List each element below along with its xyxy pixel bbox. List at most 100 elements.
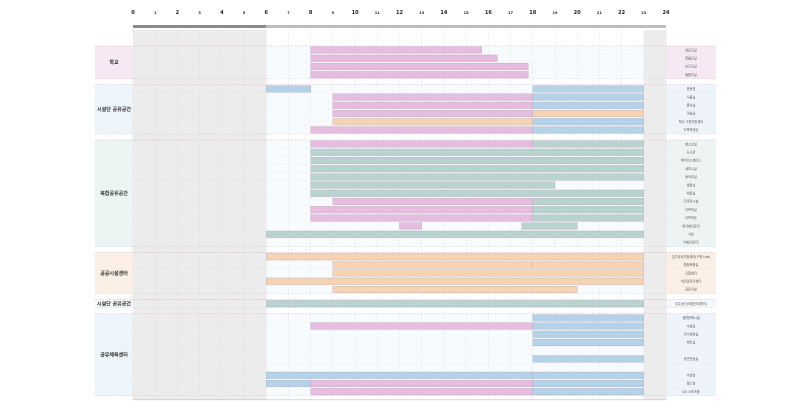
schedule-bar	[532, 355, 644, 363]
schedule-bar	[310, 165, 644, 173]
schedule-bar	[532, 214, 644, 222]
schedule-bar	[310, 148, 644, 156]
row-label: 식물실	[687, 94, 696, 99]
tick-label: 1	[154, 11, 157, 15]
row-label: 북카페라운지	[682, 223, 700, 228]
tick-label: 13	[419, 11, 425, 15]
tick-label: 8	[309, 10, 313, 16]
tick-label: 12	[396, 10, 403, 16]
schedule-bar	[332, 118, 533, 126]
row-label: 다함센터	[685, 270, 697, 275]
row-label: 생활문화시설	[682, 315, 700, 320]
group-label-column-right	[666, 299, 716, 308]
schedule-bar	[532, 85, 644, 93]
group-label: 시설단 공유공간	[97, 106, 131, 113]
row-label: 임주공공지원센터(구청 Lab)	[672, 254, 711, 259]
tick-label: 4	[220, 10, 224, 16]
schedule-bar	[332, 110, 533, 117]
row-label: 체육실	[687, 191, 696, 196]
schedule-bar	[532, 140, 644, 148]
row-label: 학교 구청지원센터	[679, 119, 704, 124]
row-label: 운동장	[687, 86, 696, 91]
tick-label: 15	[464, 11, 470, 15]
bars-layer	[266, 46, 644, 396]
row-label: 동아리실	[685, 174, 697, 179]
tick-label: 6	[265, 10, 269, 16]
schedule-bar	[266, 277, 644, 285]
schedule-bar	[521, 222, 578, 230]
schedule-bar	[532, 314, 644, 322]
schedule-bar	[532, 101, 644, 109]
schedule-bar	[310, 322, 533, 330]
shade-late-night	[643, 30, 666, 400]
group-background	[95, 299, 133, 308]
row-label: 다목적홀	[685, 215, 697, 220]
row-label: 돌봄교실	[685, 72, 697, 77]
schedule-bar	[332, 269, 644, 277]
schedule-bar	[532, 380, 644, 387]
schedule-bar	[310, 206, 533, 214]
schedule-bar	[332, 198, 533, 205]
schedule-bar	[532, 126, 644, 134]
grid-layer	[95, 30, 716, 400]
row-label: 수영장	[687, 373, 696, 378]
row-label: 건식체육실	[684, 332, 699, 337]
row-label: 다목적강당	[684, 127, 699, 132]
schedule-bar	[332, 93, 533, 101]
row-label: 다목적실	[685, 207, 697, 212]
row-label: 청소년실	[685, 141, 697, 146]
group-label: 시설단 공유공간	[97, 301, 131, 308]
group-label: 학교	[109, 59, 119, 66]
schedule-bar	[532, 330, 644, 338]
schedule-bar	[310, 63, 529, 70]
schedule-bar	[266, 230, 644, 238]
schedule-bar	[399, 222, 422, 230]
tick-label: 16	[485, 10, 492, 16]
row-label: 다목적시설	[684, 199, 699, 204]
group-label: 복합공유공간	[100, 190, 128, 197]
row-label: GX 스포츠룸	[682, 389, 699, 394]
row-label: 생활실	[687, 182, 696, 187]
schedule-bar	[310, 189, 644, 197]
schedule-bar	[310, 157, 644, 164]
schedule-bar	[532, 198, 644, 205]
schedule-bar	[310, 71, 529, 79]
schedule-bar	[310, 214, 533, 222]
schedule-bar	[532, 339, 644, 346]
row-label: 미술실	[687, 111, 696, 116]
schedule-bar	[310, 140, 533, 148]
shade-early-morning	[133, 30, 267, 400]
tick-label: 11	[375, 11, 381, 15]
schedule-bar	[266, 371, 533, 379]
row-label: 임주공간(마을관리협의)	[675, 301, 707, 306]
axis-bar-light	[266, 25, 666, 28]
tick-label: 5	[243, 11, 246, 15]
schedule-bar	[310, 173, 644, 181]
group-label-column-right	[666, 252, 716, 294]
schedule-bar	[266, 85, 311, 93]
schedule-bar	[266, 300, 644, 308]
schedule-bar	[532, 118, 644, 126]
group-background	[95, 46, 133, 79]
tick-label: 22	[618, 10, 625, 16]
row-label: 음악실	[687, 103, 696, 108]
tick-label: 21	[597, 11, 603, 15]
row-label: 메이커스페이스	[681, 158, 702, 163]
schedule-bar	[266, 380, 311, 387]
schedule-bar	[532, 261, 644, 269]
row-label: 식당	[688, 232, 694, 237]
group-background	[95, 140, 133, 247]
row-label: 특별교실	[685, 56, 697, 61]
tick-label: 20	[574, 10, 581, 16]
schedule-bar	[532, 206, 644, 214]
tick-label: 9	[332, 11, 335, 15]
tick-label: 10	[352, 10, 359, 16]
schedule-bar	[310, 46, 482, 54]
group-background	[95, 84, 133, 134]
row-label: 카페/라운지	[683, 240, 699, 245]
group-background	[95, 313, 133, 396]
group-label: 공유체육센터	[100, 352, 128, 359]
schedule-bar	[532, 110, 644, 117]
row-label: 도서관	[687, 150, 696, 155]
